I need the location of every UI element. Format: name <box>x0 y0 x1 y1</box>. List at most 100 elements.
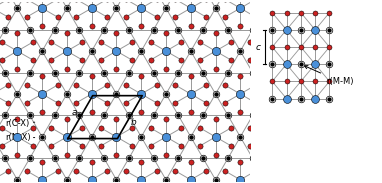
Point <box>76 28 83 31</box>
Point <box>237 50 243 53</box>
Point <box>89 178 95 181</box>
Point <box>283 97 290 100</box>
Point <box>76 114 83 117</box>
Point <box>298 63 304 66</box>
Point <box>246 59 253 61</box>
Point <box>172 16 178 18</box>
Point <box>163 153 169 156</box>
Point <box>188 50 194 53</box>
Point <box>126 157 132 160</box>
Point <box>5 84 11 87</box>
Point <box>222 0 228 1</box>
Point <box>14 178 20 181</box>
Point <box>101 157 107 160</box>
Point <box>0 126 5 129</box>
Point <box>175 71 181 74</box>
Point <box>98 41 104 44</box>
Point <box>249 71 256 74</box>
Point <box>138 50 144 53</box>
Point <box>327 11 333 14</box>
Point <box>24 169 30 172</box>
Point <box>212 135 219 138</box>
Point <box>79 59 86 61</box>
Point <box>154 16 160 18</box>
Point <box>89 160 95 163</box>
Point <box>237 75 243 78</box>
Point <box>212 50 219 53</box>
Point <box>237 135 243 138</box>
Point <box>126 28 132 31</box>
Point <box>147 126 154 129</box>
Point <box>76 157 83 160</box>
Point <box>89 50 95 53</box>
Point <box>269 63 275 66</box>
Point <box>154 0 160 1</box>
Point <box>30 144 36 147</box>
Point <box>138 160 144 163</box>
Point <box>49 59 55 61</box>
Point <box>312 11 318 14</box>
Point <box>126 71 132 74</box>
Point <box>178 59 185 61</box>
Point <box>200 71 206 74</box>
Point <box>64 135 70 138</box>
Point <box>327 63 333 66</box>
Point <box>269 28 275 31</box>
Point <box>14 178 20 181</box>
Point <box>151 28 157 31</box>
Point <box>24 101 30 104</box>
Point <box>163 178 169 181</box>
Point <box>113 93 120 96</box>
Point <box>253 16 259 18</box>
Point <box>39 160 45 163</box>
Point <box>24 0 30 1</box>
Point <box>163 32 169 35</box>
Point <box>126 114 132 117</box>
Point <box>246 144 253 147</box>
Point <box>163 7 169 10</box>
Point <box>39 178 45 181</box>
Point <box>249 71 256 74</box>
Point <box>126 114 132 117</box>
Point <box>200 28 206 31</box>
Point <box>298 28 304 31</box>
Point <box>188 7 194 10</box>
Point <box>175 157 181 160</box>
Point <box>126 71 132 74</box>
Point <box>113 135 120 138</box>
Point <box>249 157 256 160</box>
Point <box>246 41 253 44</box>
Point <box>2 157 8 160</box>
Point <box>52 28 58 31</box>
Point <box>14 93 20 96</box>
Point <box>228 144 234 147</box>
Point <box>2 157 8 160</box>
Point <box>101 28 107 31</box>
Point <box>113 178 120 181</box>
Point <box>138 178 144 181</box>
Point <box>197 41 203 44</box>
Point <box>64 178 70 181</box>
Point <box>2 114 8 117</box>
Point <box>200 157 206 160</box>
Text: r(M-X): r(M-X) <box>5 133 31 142</box>
Point <box>175 114 181 117</box>
Point <box>253 101 259 104</box>
Point <box>73 101 79 104</box>
Point <box>113 118 120 121</box>
Point <box>104 169 110 172</box>
Point <box>269 63 275 66</box>
Point <box>203 169 209 172</box>
Point <box>327 80 333 83</box>
Point <box>0 144 5 147</box>
Point <box>197 126 203 129</box>
Point <box>154 84 160 87</box>
Point <box>172 169 178 172</box>
Point <box>64 153 70 156</box>
Point <box>64 118 70 121</box>
Point <box>64 7 70 10</box>
Point <box>200 71 206 74</box>
Point <box>200 28 206 31</box>
Point <box>237 93 243 96</box>
Point <box>237 135 243 138</box>
